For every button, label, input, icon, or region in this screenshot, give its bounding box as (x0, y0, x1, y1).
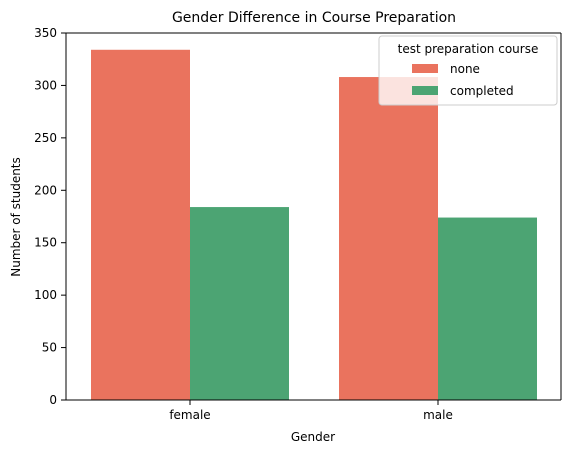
y-tick-label-100: 100 (34, 288, 57, 302)
y-tick-label-250: 250 (34, 131, 57, 145)
legend-swatch-completed (412, 86, 438, 95)
x-tick-label-female: female (169, 408, 210, 422)
x-tick-label-male: male (423, 408, 453, 422)
bar-female-none (91, 49, 190, 401)
bar-male-completed (438, 217, 537, 400)
x-ticks-layer: female male (169, 400, 453, 422)
axes-layer (65, 32, 562, 401)
y-tick-label-300: 300 (34, 78, 57, 92)
bar-male-none (339, 77, 438, 400)
y-tick-label-50: 50 (42, 341, 57, 355)
y-axis-label: Number of students (9, 157, 23, 277)
y-tick-label-0: 0 (49, 393, 57, 407)
legend-label-completed: completed (450, 84, 514, 98)
legend-title: test preparation course (398, 42, 539, 56)
legend: test preparation course none completed (378, 35, 558, 106)
chart-title: Gender Difference in Course Preparation (172, 10, 456, 26)
legend-swatch-none (412, 64, 438, 73)
y-tick-label-150: 150 (34, 236, 57, 250)
bars-layer (91, 49, 537, 401)
x-axis-label: Gender (291, 430, 335, 444)
y-tick-label-200: 200 (34, 183, 57, 197)
bar-female-completed (190, 207, 289, 400)
legend-label-none: none (450, 62, 480, 76)
y-tick-label-350: 350 (34, 26, 57, 40)
y-ticks-layer: 0 50 100 150 200 250 300 350 (34, 26, 66, 407)
